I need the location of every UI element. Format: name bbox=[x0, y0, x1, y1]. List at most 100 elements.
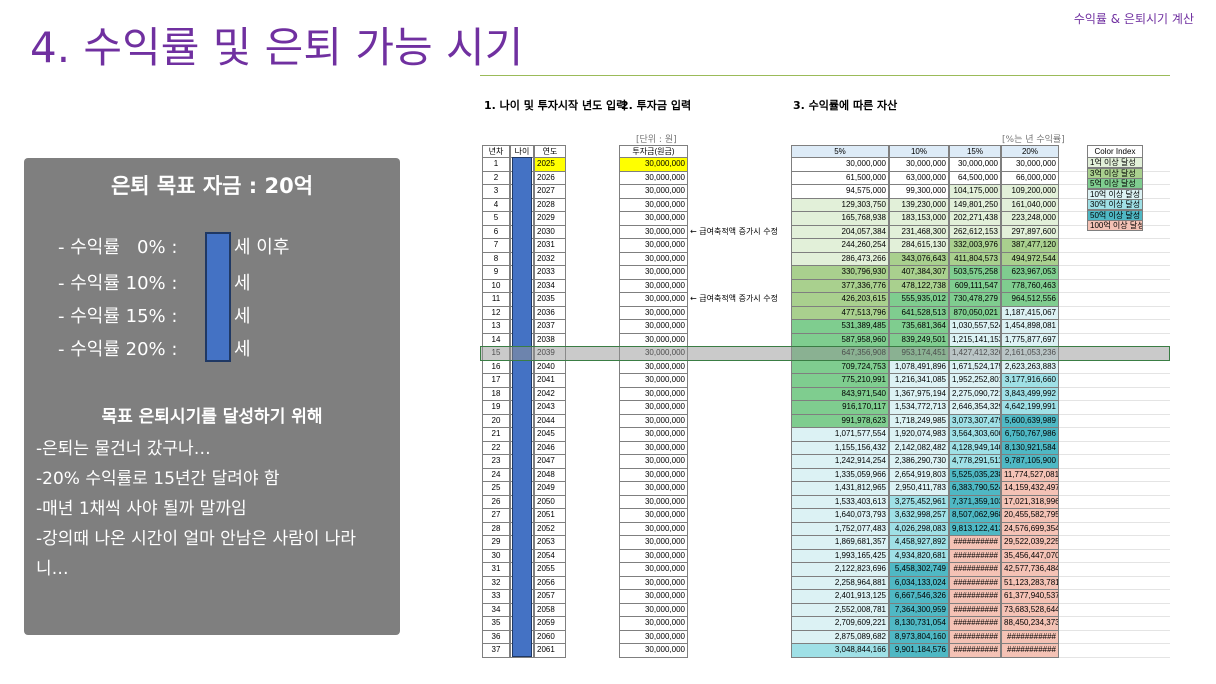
value-cell: 1,752,077,483 bbox=[791, 521, 889, 536]
grid-line bbox=[1059, 616, 1170, 617]
value-cell: ########## bbox=[949, 589, 1001, 604]
value-cell: ########## bbox=[949, 602, 1001, 617]
value-cell: 9,787,105,900 bbox=[1001, 454, 1059, 469]
row-number: 25 bbox=[482, 481, 510, 496]
legend-item: 10억 이상 달성 bbox=[1087, 188, 1143, 200]
note: -은퇴는 물건너 갔구나… bbox=[36, 439, 211, 459]
row-number: 33 bbox=[482, 589, 510, 604]
value-cell: 30,000,000 bbox=[619, 319, 688, 334]
value-cell: 478,122,738 bbox=[889, 278, 949, 293]
year-cell: 2033 bbox=[534, 265, 566, 280]
year-cell: 2045 bbox=[534, 427, 566, 442]
value-cell: 641,528,513 bbox=[889, 305, 949, 320]
year-cell: 2049 bbox=[534, 481, 566, 496]
grid-line bbox=[1059, 575, 1170, 577]
row-number: 21 bbox=[482, 427, 510, 442]
value-cell: 377,336,776 bbox=[791, 278, 889, 293]
legend-item: 50억 이상 달성 bbox=[1087, 209, 1143, 221]
value-cell: 30,000,000 bbox=[619, 562, 688, 577]
value-cell: 4,458,927,892 bbox=[889, 535, 949, 550]
value-cell: 3,048,844,166 bbox=[791, 643, 889, 658]
grid-line bbox=[1059, 265, 1170, 266]
year-cell: 2055 bbox=[534, 562, 566, 577]
value-cell: 3,632,998,257 bbox=[889, 508, 949, 523]
value-cell: 343,076,643 bbox=[889, 251, 949, 266]
legend-item: 1억 이상 달성 bbox=[1087, 157, 1143, 168]
value-cell: 139,230,000 bbox=[889, 197, 949, 212]
rate-suffix: 세 bbox=[234, 306, 251, 327]
value-cell: 1,454,898,081 bbox=[1001, 319, 1059, 334]
value-cell: 30,000,000 bbox=[619, 157, 688, 172]
grid-line bbox=[1059, 535, 1170, 536]
value-cell: 1,242,914,254 bbox=[791, 454, 889, 469]
grid-line bbox=[1059, 292, 1170, 293]
value-cell: 1,533,403,613 bbox=[791, 494, 889, 509]
rate-label: - 수익률 20% : bbox=[58, 339, 178, 360]
grid-line bbox=[1059, 643, 1170, 644]
value-cell: 6,034,133,024 bbox=[889, 575, 949, 590]
value-cell: 30,000,000 bbox=[619, 643, 688, 658]
grid-line bbox=[1059, 440, 1170, 442]
value-cell: 623,967,053 bbox=[1001, 265, 1059, 280]
row-number: 19 bbox=[482, 400, 510, 415]
note: -매년 1채씩 사야 될까 말까임 bbox=[36, 499, 247, 519]
value-cell: 2,386,290,730 bbox=[889, 454, 949, 469]
year-cell: 2035 bbox=[534, 292, 566, 307]
row-number: 8 bbox=[482, 251, 510, 266]
year-cell: 2051 bbox=[534, 508, 566, 523]
row-number: 36 bbox=[482, 629, 510, 644]
row-number: 28 bbox=[482, 521, 510, 536]
year-cell: 2059 bbox=[534, 616, 566, 631]
grid-line bbox=[1059, 278, 1170, 280]
value-cell: 30,000,000 bbox=[619, 602, 688, 617]
rate-label: - 수익률 0% : bbox=[58, 237, 178, 258]
row-number: 10 bbox=[482, 278, 510, 293]
legend-item: 5억 이상 달성 bbox=[1087, 178, 1143, 189]
year-cell: 2025 bbox=[534, 157, 566, 172]
value-cell: 35,456,447,070 bbox=[1001, 548, 1059, 563]
value-cell: 29,522,039,225 bbox=[1001, 535, 1059, 550]
grid-line bbox=[1059, 251, 1170, 253]
value-cell: 30,000,000 bbox=[619, 494, 688, 509]
value-cell: 531,389,485 bbox=[791, 319, 889, 334]
year-cell: 2060 bbox=[534, 629, 566, 644]
value-cell: 3,275,452,961 bbox=[889, 494, 949, 509]
value-cell: 94,575,000 bbox=[791, 184, 889, 199]
value-cell: 2,122,823,696 bbox=[791, 562, 889, 577]
value-cell: 30,000,000 bbox=[619, 508, 688, 523]
value-cell: 24,576,699,354 bbox=[1001, 521, 1059, 536]
row-number: 7 bbox=[482, 238, 510, 253]
value-cell: 42,577,736,484 bbox=[1001, 562, 1059, 577]
value-cell: 2,623,263,883 bbox=[1001, 359, 1059, 374]
year-cell: 2050 bbox=[534, 494, 566, 509]
value-cell: 1,718,249,985 bbox=[889, 413, 949, 428]
grid-line bbox=[1059, 305, 1170, 307]
value-cell: ########### bbox=[1001, 629, 1059, 644]
value-cell: 6,383,790,524 bbox=[949, 481, 1001, 496]
grid-line bbox=[1059, 332, 1170, 334]
value-cell: 4,642,199,991 bbox=[1001, 400, 1059, 415]
value-cell: 30,000,000 bbox=[619, 629, 688, 644]
value-cell: 411,804,573 bbox=[949, 251, 1001, 266]
year-cell: 2053 bbox=[534, 535, 566, 550]
legend-item: 30억 이상 달성 bbox=[1087, 199, 1143, 210]
value-cell: 30,000,000 bbox=[619, 170, 688, 185]
value-cell: 2,709,609,221 bbox=[791, 616, 889, 631]
value-cell: 1,187,415,067 bbox=[1001, 305, 1059, 320]
value-cell: 735,681,364 bbox=[889, 319, 949, 334]
value-cell: 66,000,000 bbox=[1001, 170, 1059, 185]
subheading: 목표 은퇴시기를 달성하기 위해 bbox=[101, 407, 323, 427]
row-number: 1 bbox=[482, 157, 510, 172]
year-cell: 2040 bbox=[534, 359, 566, 374]
grid-line bbox=[1059, 629, 1170, 631]
value-cell: ########## bbox=[949, 562, 1001, 577]
grid-line bbox=[1059, 481, 1170, 482]
value-cell: 2,275,090,721 bbox=[949, 386, 1001, 401]
row-number: 18 bbox=[482, 386, 510, 401]
value-cell: 99,300,000 bbox=[889, 184, 949, 199]
value-cell: 1,952,252,801 bbox=[949, 373, 1001, 388]
value-cell: 503,575,258 bbox=[949, 265, 1001, 280]
value-cell: 30,000,000 bbox=[619, 265, 688, 280]
grid-line bbox=[1059, 548, 1170, 550]
grid-line bbox=[1059, 656, 1170, 658]
